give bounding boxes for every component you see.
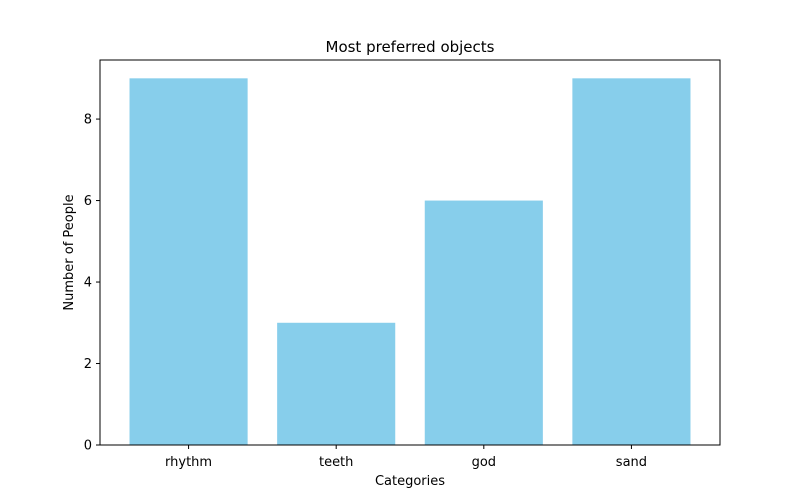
bar-rhythm xyxy=(129,78,248,445)
x-tick-label-rhythm: rhythm xyxy=(165,455,212,470)
x-tick-label-god: god xyxy=(472,455,496,470)
x-axis-label: Categories xyxy=(375,474,445,489)
x-tick-label-sand: sand xyxy=(616,455,647,470)
y-axis-label: Number of People xyxy=(62,194,77,310)
y-tick-label-8: 8 xyxy=(84,113,92,128)
bars-group xyxy=(129,78,691,445)
bar-sand xyxy=(572,78,691,445)
y-tick-label-4: 4 xyxy=(84,276,92,291)
bar-god xyxy=(424,200,543,445)
x-axis: rhythm teeth god sand xyxy=(165,445,647,470)
plot-frame xyxy=(99,59,721,446)
y-axis: 0 2 4 6 8 xyxy=(84,113,100,454)
y-tick-label-6: 6 xyxy=(84,194,92,209)
y-tick-label-0: 0 xyxy=(84,439,92,454)
x-tick-label-teeth: teeth xyxy=(319,455,353,470)
y-tick-label-2: 2 xyxy=(84,357,92,372)
bar-teeth xyxy=(277,322,396,445)
chart-title: Most preferred objects xyxy=(326,38,495,56)
